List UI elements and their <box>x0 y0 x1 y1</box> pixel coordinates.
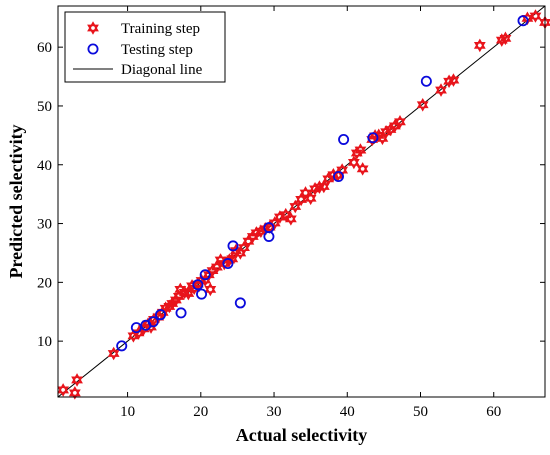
x-tick-label: 10 <box>120 404 135 420</box>
testing-point <box>420 75 432 87</box>
testing-point <box>155 309 167 321</box>
training-point <box>416 97 429 112</box>
testing-point <box>263 230 275 242</box>
training-point <box>473 38 486 53</box>
y-tick-label: 30 <box>37 217 52 233</box>
y-tick-label: 10 <box>37 334 52 350</box>
training-point <box>284 212 297 226</box>
x-tick-label: 40 <box>340 404 355 420</box>
training-point <box>204 282 217 297</box>
y-tick-label: 60 <box>37 40 52 56</box>
testing-point <box>332 171 344 183</box>
training-point <box>354 143 367 157</box>
testing-point <box>147 316 159 328</box>
training-point <box>447 73 460 87</box>
y-tick-label: 50 <box>37 99 52 115</box>
testing-point <box>338 133 350 145</box>
training-point <box>347 155 360 170</box>
training-point <box>71 373 83 387</box>
testing-point <box>367 132 379 144</box>
training-point <box>57 383 70 397</box>
legend-label: Training step <box>121 21 200 37</box>
testing-point <box>175 307 187 319</box>
testing-point <box>227 240 239 252</box>
testing-point <box>116 340 128 352</box>
training-point <box>499 31 512 46</box>
training-point <box>376 131 389 146</box>
training-point <box>394 115 406 129</box>
legend-testing-symbol <box>87 43 99 55</box>
testing-points-layer <box>116 15 529 352</box>
legend-training-symbol <box>87 21 99 35</box>
training-point <box>356 162 369 176</box>
y-tick-label: 20 <box>37 275 52 291</box>
training-point <box>182 286 195 301</box>
training-point <box>435 83 447 97</box>
training-points-layer <box>57 9 550 400</box>
legend: Training step Testing step Diagonal line <box>64 11 226 83</box>
y-axis-title: Predicted selectivity <box>6 124 26 278</box>
testing-point <box>234 297 246 309</box>
training-point <box>107 346 120 361</box>
legend-label: Testing step <box>121 42 193 58</box>
training-point <box>317 179 330 194</box>
x-axis-title: Actual selectivity <box>236 425 367 445</box>
plot-frame <box>57 5 546 398</box>
testing-point <box>517 15 529 27</box>
x-tick-label: 30 <box>267 404 282 420</box>
x-tick-label: 50 <box>413 404 428 420</box>
axis-ticks: 10 20 30 40 50 60 10 20 30 40 50 60 <box>37 6 545 420</box>
training-point <box>289 199 302 214</box>
legend-label: Diagonal line <box>121 62 203 78</box>
testing-point <box>196 288 208 300</box>
training-point <box>295 192 308 207</box>
x-tick-label: 20 <box>193 404 208 420</box>
testing-point <box>222 258 234 270</box>
training-point <box>529 9 542 23</box>
testing-point <box>192 279 204 291</box>
testing-point <box>199 269 211 281</box>
training-point <box>238 240 250 255</box>
training-point <box>68 386 81 400</box>
x-tick-label: 60 <box>486 404 501 420</box>
training-point <box>304 191 317 206</box>
y-tick-label: 40 <box>37 158 52 174</box>
